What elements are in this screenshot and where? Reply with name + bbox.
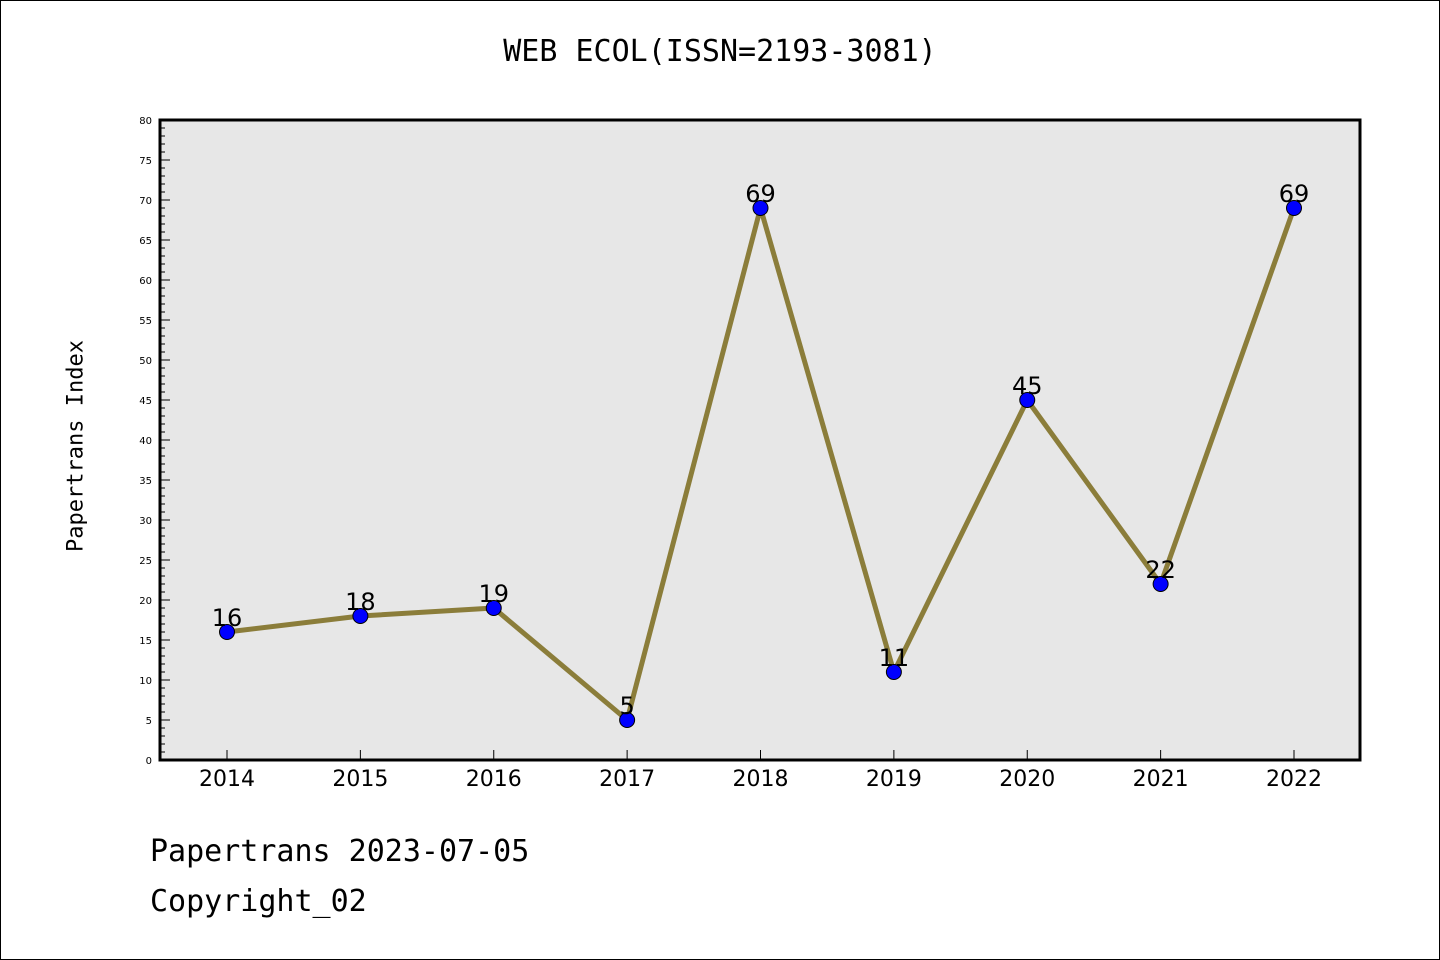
y-tick-label: 45 xyxy=(139,396,152,407)
data-label: 18 xyxy=(345,588,376,616)
x-tick-label: 2019 xyxy=(866,767,922,792)
y-tick-label: 0 xyxy=(146,756,152,767)
data-label: 22 xyxy=(1145,556,1176,584)
y-tick-label: 10 xyxy=(139,676,152,687)
x-tick-label: 2020 xyxy=(999,767,1055,792)
x-tick-label: 2015 xyxy=(332,767,388,792)
plot-border xyxy=(158,118,1362,762)
x-tick-label: 2017 xyxy=(599,767,655,792)
footer-source: Papertrans 2023-07-05 xyxy=(150,834,530,869)
y-tick-label: 50 xyxy=(139,356,152,367)
data-point-marker xyxy=(1019,392,1036,408)
y-tick-label: 5 xyxy=(146,716,152,727)
y-tick-label: 65 xyxy=(139,236,152,247)
y-tick-label: 25 xyxy=(139,556,152,567)
data-label: 19 xyxy=(478,580,509,608)
data-point-marker xyxy=(885,664,902,680)
y-tick-label: 75 xyxy=(139,156,152,167)
data-label: 16 xyxy=(212,604,243,632)
y-tick-label: 80 xyxy=(139,116,152,127)
footer-copyright: Copyright_02 xyxy=(150,884,367,919)
y-tick-label: 15 xyxy=(139,636,152,647)
y-tick-label: 30 xyxy=(139,516,152,527)
y-axis: 0 5 10 15 20 25 30 35 40 45 50 55 60 65 70 75 80 xyxy=(139,116,170,767)
x-tick-label: 2016 xyxy=(466,767,522,792)
x-tick-label: 2021 xyxy=(1133,767,1189,792)
data-label: 5 xyxy=(619,692,634,720)
data-label: 45 xyxy=(1012,372,1043,400)
data-label: 11 xyxy=(879,644,910,672)
x-tick-label: 2014 xyxy=(199,767,255,792)
chart-title: WEB ECOL(ISSN=2193-3081) xyxy=(503,34,937,69)
data-label-group: 16 18 19 5 69 11 45 22 69 xyxy=(212,180,1310,720)
y-tick-label: 60 xyxy=(139,276,152,287)
x-axis: 2014 2015 2016 2017 2018 2019 2020 2021 2022 xyxy=(199,750,1322,792)
data-point-marker xyxy=(1152,576,1169,592)
data-label: 69 xyxy=(745,180,776,208)
y-tick-label: 55 xyxy=(139,316,152,327)
data-point-marker xyxy=(752,200,769,216)
y-tick-label: 20 xyxy=(139,596,152,607)
y-tick-label: 35 xyxy=(139,476,152,487)
data-label: 69 xyxy=(1279,180,1310,208)
y-tick-label: 40 xyxy=(139,436,152,447)
y-tick-label: 70 xyxy=(139,196,152,207)
x-tick-label: 2022 xyxy=(1266,767,1322,792)
data-point-marker xyxy=(619,712,636,728)
plot-area xyxy=(160,120,1360,760)
data-point-marker xyxy=(352,608,369,624)
data-point-marker xyxy=(485,600,502,616)
data-point-marker xyxy=(219,624,235,640)
x-tick-label: 2018 xyxy=(733,767,789,792)
data-point-marker xyxy=(1286,200,1302,216)
series-group xyxy=(219,200,1302,728)
